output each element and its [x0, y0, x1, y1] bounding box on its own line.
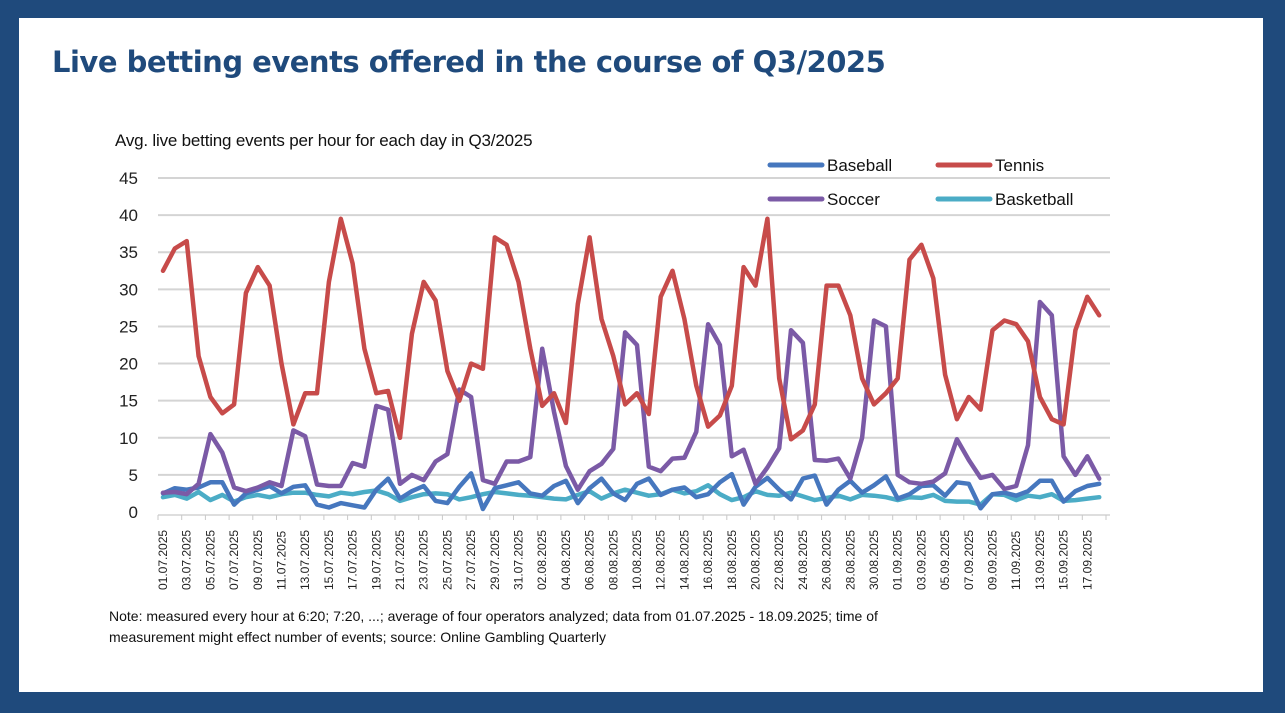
- note-line-2: measurement might effect number of event…: [109, 629, 606, 645]
- x-tick-label: 25.07.2025: [440, 530, 454, 590]
- x-tick-label: 11.07.2025: [275, 531, 289, 590]
- x-tick-label: 21.07.2025: [393, 530, 407, 590]
- series-line-baseball: [160, 471, 1102, 512]
- legend-label: Tennis: [995, 156, 1044, 175]
- x-tick-label: 30.08.2025: [867, 530, 881, 590]
- x-tick-label: 12.08.2025: [654, 530, 668, 590]
- x-tick-label: 26.08.2025: [820, 530, 834, 590]
- y-tick-label: 10: [119, 429, 138, 448]
- series-line-tennis: [160, 216, 1102, 442]
- x-tick-label: 29.07.2025: [488, 530, 502, 590]
- x-tick-label: 19.07.2025: [369, 530, 383, 590]
- y-tick-label: 40: [119, 206, 138, 225]
- legend-label: Basketball: [995, 190, 1073, 209]
- legend: Baseball Tennis Soccer Basketball: [767, 156, 1073, 209]
- x-tick-label: 13.07.2025: [298, 530, 312, 590]
- x-tick-label: 05.09.2025: [938, 530, 952, 590]
- note-line-1: Note: measured every hour at 6:20; 7:20,…: [109, 608, 878, 624]
- x-axis: [157, 514, 1110, 520]
- x-tick-label: 03.07.2025: [180, 530, 194, 590]
- legend-item-baseball: Baseball: [767, 156, 892, 175]
- x-tick-label: 04.08.2025: [559, 530, 573, 590]
- series-line-soccer: [160, 299, 1102, 497]
- chart-note: Note: measured every hour at 6:20; 7:20,…: [109, 606, 1059, 648]
- x-axis-tick-labels: 01.07.2025 03.07.2025 05.07.2025 07.07.2025…: [156, 530, 1094, 590]
- x-tick-label: 07.09.2025: [962, 530, 976, 590]
- x-tick-label: 27.07.2025: [464, 530, 478, 590]
- y-tick-label: 45: [119, 169, 138, 188]
- x-tick-label: 01.09.2025: [891, 530, 905, 590]
- y-tick-label: 15: [119, 392, 138, 411]
- x-tick-label: 08.08.2025: [606, 530, 620, 590]
- x-tick-label: 10.08.2025: [630, 530, 644, 590]
- x-tick-label: 17.07.2025: [346, 530, 360, 590]
- x-tick-label: 06.08.2025: [583, 530, 597, 590]
- x-tick-label: 15.09.2025: [1057, 530, 1071, 590]
- x-tick-label: 22.08.2025: [772, 530, 786, 590]
- y-tick-label: 20: [119, 355, 138, 374]
- y-tick-label: 25: [119, 317, 138, 336]
- page-title: Live betting events offered in the cours…: [52, 45, 886, 79]
- series-lines: [160, 216, 1102, 512]
- x-tick-label: 17.09.2025: [1080, 530, 1094, 590]
- x-tick-label: 01.07.2025: [156, 530, 170, 590]
- y-axis-ticks: 0 5 10 15 20 25 30 35 40 45: [119, 169, 138, 522]
- y-tick-label: 5: [129, 466, 138, 485]
- x-tick-label: 24.08.2025: [796, 530, 810, 590]
- legend-label: Baseball: [827, 156, 892, 175]
- legend-item-soccer: Soccer: [767, 190, 880, 209]
- x-tick-label: 09.09.2025: [986, 530, 1000, 590]
- x-tick-label: 14.08.2025: [677, 530, 691, 590]
- y-tick-label: 30: [119, 280, 138, 299]
- x-tick-label: 03.09.2025: [914, 530, 928, 590]
- legend-item-basketball: Basketball: [935, 190, 1073, 209]
- x-tick-label: 05.07.2025: [203, 530, 217, 590]
- x-tick-label: 11.09.2025: [1009, 531, 1023, 590]
- x-tick-label: 07.07.2025: [227, 530, 241, 590]
- legend-label: Soccer: [827, 190, 880, 209]
- x-tick-label: 18.08.2025: [725, 530, 739, 590]
- x-tick-label: 23.07.2025: [417, 530, 431, 590]
- x-tick-label: 13.09.2025: [1033, 530, 1047, 590]
- x-tick-label: 15.07.2025: [322, 530, 336, 590]
- gridlines: [158, 177, 1110, 476]
- x-tick-label: 02.08.2025: [535, 530, 549, 590]
- x-tick-label: 20.08.2025: [749, 530, 763, 590]
- y-tick-label: 35: [119, 243, 138, 262]
- x-tick-label: 16.08.2025: [701, 530, 715, 590]
- x-tick-label: 28.08.2025: [843, 530, 857, 590]
- x-tick-label: 31.07.2025: [512, 530, 526, 590]
- y-tick-label: 0: [129, 503, 138, 522]
- chart-title: Avg. live betting events per hour for ea…: [115, 131, 533, 150]
- legend-item-tennis: Tennis: [935, 156, 1044, 175]
- x-tick-label: 09.07.2025: [251, 530, 265, 590]
